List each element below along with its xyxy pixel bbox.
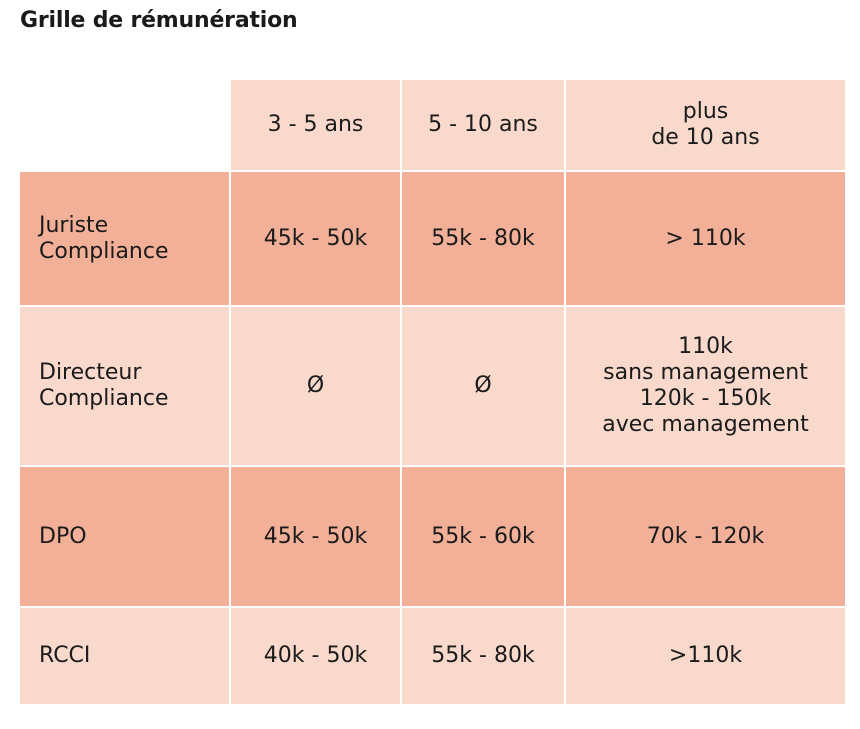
- table-cell: > 110k: [566, 172, 845, 305]
- page-title: Grille de rémunération: [20, 8, 298, 33]
- row-label-dpo: DPO: [20, 467, 229, 606]
- table-cell: 55k - 80k: [402, 608, 564, 704]
- table-cell: 55k - 60k: [402, 467, 564, 606]
- salary-grid-table: 3 - 5 ans 5 - 10 ans plus de 10 ans Juri…: [20, 80, 845, 704]
- table-cell: Ø: [231, 307, 400, 465]
- row-label-directeur-compliance: Directeur Compliance: [20, 307, 229, 465]
- row-label-juriste-compliance: Juriste Compliance: [20, 172, 229, 305]
- table-cell: 45k - 50k: [231, 467, 400, 606]
- table-cell: >110k: [566, 608, 845, 704]
- column-header-3-5-ans: 3 - 5 ans: [231, 80, 400, 170]
- table-corner-cell: [20, 80, 229, 170]
- row-label-rcci: RCCI: [20, 608, 229, 704]
- table-cell: 110k sans management 120k - 150k avec ma…: [566, 307, 845, 465]
- column-header-5-10-ans: 5 - 10 ans: [402, 80, 564, 170]
- table-cell: 55k - 80k: [402, 172, 564, 305]
- table-cell: 40k - 50k: [231, 608, 400, 704]
- column-header-plus-10-ans: plus de 10 ans: [566, 80, 845, 170]
- table-cell: 45k - 50k: [231, 172, 400, 305]
- table-cell: Ø: [402, 307, 564, 465]
- table-cell: 70k - 120k: [566, 467, 845, 606]
